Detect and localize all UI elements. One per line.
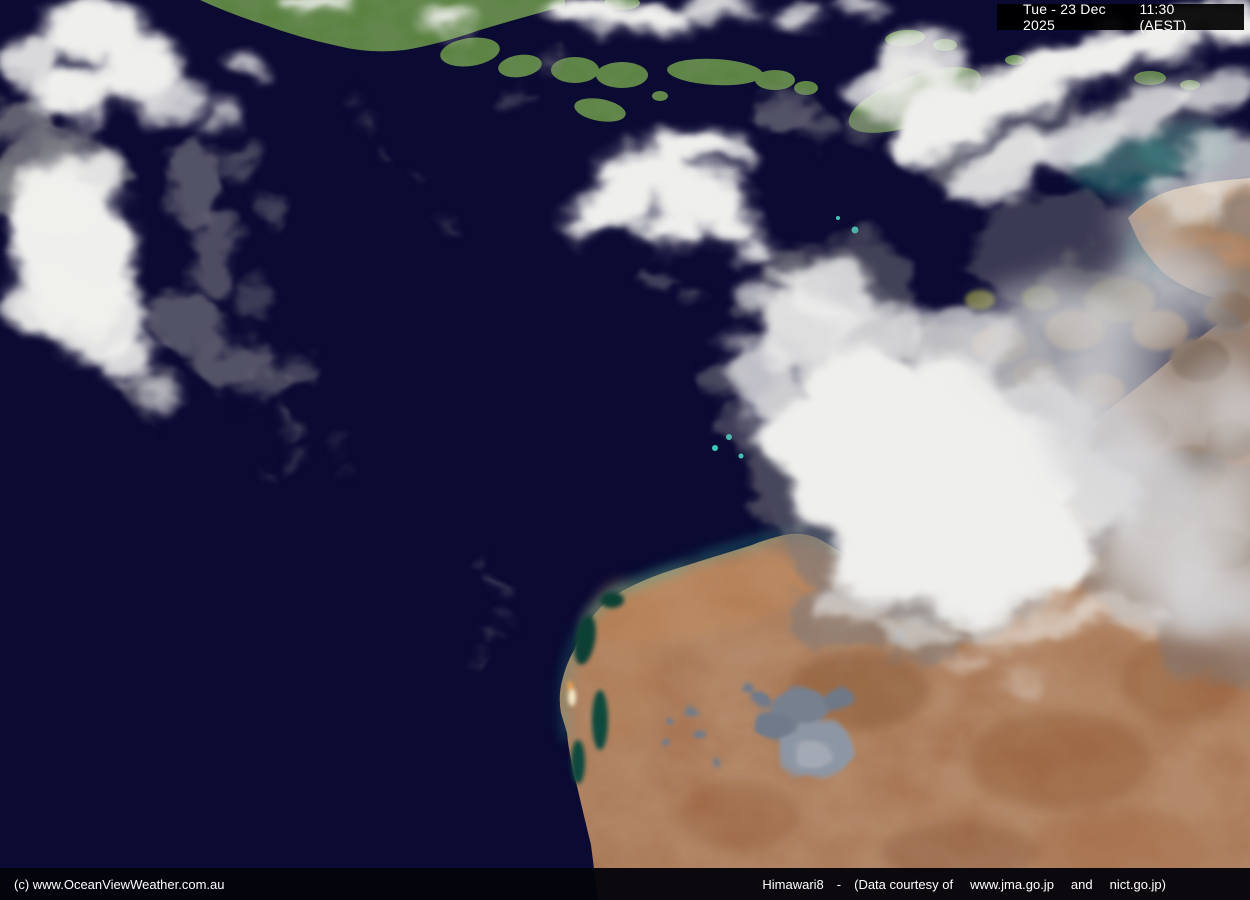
timestamp-bar: Tue - 23 Dec 2025 11:30 (AEST)	[997, 1, 1244, 33]
source-nict-label: nict.go.jp)	[1109, 876, 1166, 892]
copyright-label: (c) www.OceanViewWeather.com.au	[14, 876, 225, 892]
separator-label: -	[836, 876, 842, 892]
java-island	[200, 0, 565, 52]
satellite-name-label: Himawari8	[762, 876, 824, 892]
courtesy-label: (Data courtesy of	[854, 876, 954, 892]
source-jma-label: www.jma.go.jp	[970, 876, 1054, 892]
time-label: 11:30 (AEST)	[1139, 1, 1187, 33]
coastal-mangroves	[567, 592, 624, 784]
inland-gray-patch	[661, 631, 904, 778]
footer-bar: (c) www.OceanViewWeather.com.au Himawari…	[0, 868, 1250, 900]
date-label: Tue - 23 Dec 2025	[1023, 1, 1106, 33]
conjunction-label: and	[1070, 876, 1093, 892]
cloud-layer-veil	[970, 195, 1250, 640]
attribution: Himawari8 - (Data courtesy of www.jma.go…	[762, 877, 1166, 892]
cloud-layer-high	[0, 0, 1250, 690]
